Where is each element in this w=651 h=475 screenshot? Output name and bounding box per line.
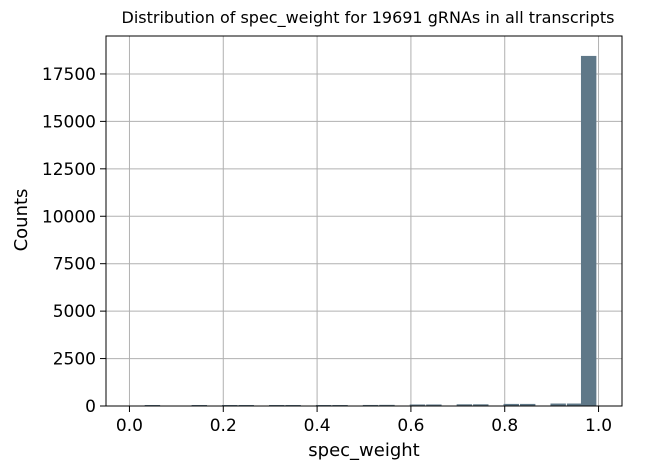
x-tick-label: 0.4	[304, 416, 331, 436]
x-tick-label: 1.0	[585, 416, 612, 436]
tick-labels: 0.0 0.2 0.4 0.6 0.8 1.0 0 2500 5000 7500 10000 1250…	[42, 65, 612, 436]
histogram-bar	[379, 404, 395, 406]
chart-title: Distribution of spec_weight for 19691 gR…	[122, 8, 615, 28]
histogram-bar	[409, 404, 426, 406]
y-tick-label: 15000	[42, 112, 96, 132]
x-tick-label: 0.0	[116, 416, 143, 436]
x-tick-label: 0.8	[491, 416, 518, 436]
histogram-bar	[566, 403, 583, 406]
y-tick-label: 5000	[53, 302, 96, 322]
plot-frame	[105, 35, 623, 407]
histogram-bar	[580, 55, 597, 407]
axes	[100, 35, 623, 412]
grid-lines	[106, 36, 622, 407]
x-tick-label: 0.2	[210, 416, 237, 436]
y-tick-label: 7500	[53, 255, 96, 275]
histogram-bar	[426, 404, 442, 406]
histogram-bar	[550, 403, 566, 406]
y-tick-label: 10000	[42, 207, 96, 227]
bars	[144, 55, 597, 407]
y-axis-label: Counts	[11, 189, 32, 252]
histogram-bar	[456, 404, 473, 406]
x-tick-label: 0.6	[397, 416, 424, 436]
y-tick-label: 12500	[42, 160, 96, 180]
histogram-bar	[473, 404, 489, 406]
histogram-bar	[519, 403, 536, 406]
histogram-bar	[503, 403, 519, 406]
histogram-bar	[362, 404, 379, 406]
y-tick-label: 2500	[53, 350, 96, 370]
y-tick-label: 17500	[42, 65, 96, 85]
x-axis-label: spec_weight	[308, 440, 419, 461]
y-tick-label: 0	[85, 397, 96, 417]
